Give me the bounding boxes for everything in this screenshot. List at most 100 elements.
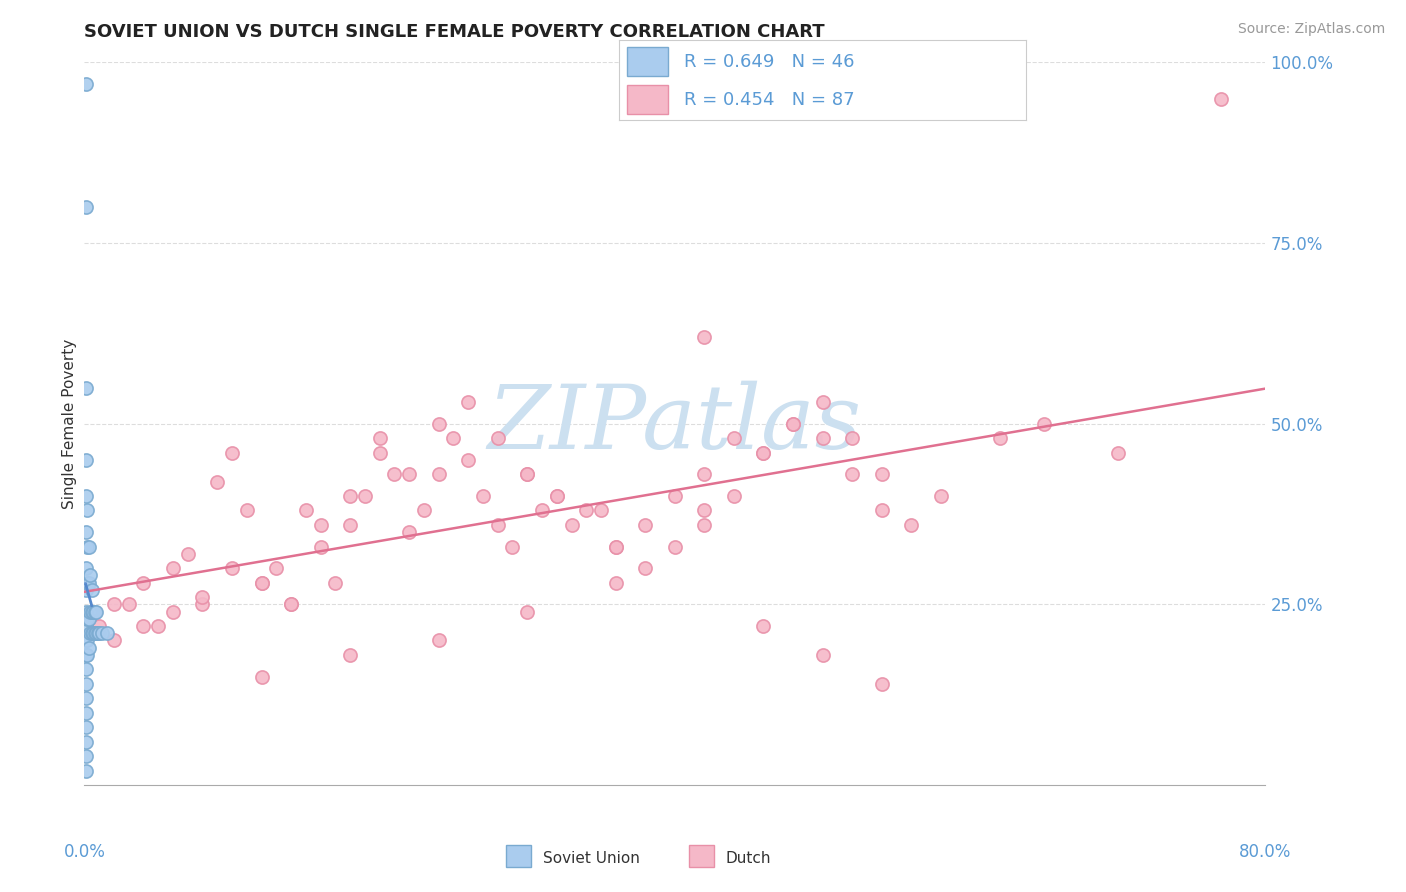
Y-axis label: Single Female Poverty: Single Female Poverty: [62, 339, 77, 508]
Point: [693, 330, 716, 344]
Point: [457, 452, 479, 467]
Point: [900, 517, 922, 532]
Point: [841, 467, 863, 482]
Point: [76, 503, 98, 517]
Point: [398, 467, 420, 482]
Point: [91, 626, 114, 640]
Text: Source: ZipAtlas.com: Source: ZipAtlas.com: [1237, 22, 1385, 37]
Point: [486, 517, 509, 532]
Bar: [627, 85, 668, 114]
Point: [870, 677, 893, 691]
Point: [118, 598, 141, 612]
Point: [605, 540, 627, 554]
Point: [83, 605, 105, 619]
Point: [76, 648, 98, 662]
Point: [752, 445, 775, 459]
Point: [75, 561, 97, 575]
Point: [77, 540, 100, 554]
Point: [325, 575, 347, 590]
Point: [83, 626, 105, 640]
Point: [221, 445, 243, 459]
Point: [86, 626, 108, 640]
Point: [103, 633, 125, 648]
Text: R = 0.649   N = 46: R = 0.649 N = 46: [683, 53, 855, 70]
Point: [76, 612, 98, 626]
Text: R = 0.454   N = 87: R = 0.454 N = 87: [683, 91, 855, 109]
Point: [368, 445, 391, 459]
Point: [870, 503, 893, 517]
Point: [368, 431, 391, 445]
Point: [75, 691, 97, 706]
Point: [427, 417, 450, 431]
Point: [75, 706, 97, 720]
Point: [75, 489, 97, 503]
Point: [76, 575, 98, 590]
Point: [723, 431, 745, 445]
Point: [207, 475, 229, 489]
Point: [132, 619, 155, 633]
Point: [77, 575, 100, 590]
Point: [87, 626, 111, 640]
Point: [87, 619, 111, 633]
Point: [427, 633, 450, 648]
Point: [132, 575, 155, 590]
Text: SOVIET UNION VS DUTCH SINGLE FEMALE POVERTY CORRELATION CHART: SOVIET UNION VS DUTCH SINGLE FEMALE POVE…: [84, 23, 825, 41]
Point: [354, 489, 377, 503]
Point: [811, 395, 834, 409]
Point: [77, 612, 100, 626]
Point: [75, 200, 97, 214]
Point: [1107, 445, 1129, 459]
Point: [295, 503, 318, 517]
Point: [693, 517, 716, 532]
Point: [75, 677, 97, 691]
Point: [80, 582, 103, 597]
Point: [75, 633, 97, 648]
Point: [75, 648, 97, 662]
Point: [457, 395, 479, 409]
Point: [75, 619, 97, 633]
Point: [693, 503, 716, 517]
Point: [443, 431, 465, 445]
Point: [811, 431, 834, 445]
Point: [811, 648, 834, 662]
Point: [80, 626, 103, 640]
Point: [634, 517, 657, 532]
Point: [929, 489, 952, 503]
Point: [339, 648, 361, 662]
Point: [472, 489, 495, 503]
Point: [84, 626, 107, 640]
Point: [501, 540, 523, 554]
Point: [339, 489, 361, 503]
Point: [723, 489, 745, 503]
Point: [1211, 92, 1233, 106]
Point: [546, 489, 568, 503]
Point: [752, 619, 775, 633]
Point: [250, 575, 273, 590]
Bar: [627, 47, 668, 77]
Point: [79, 568, 101, 582]
Point: [75, 380, 97, 394]
Point: [561, 517, 583, 532]
Point: [250, 669, 273, 683]
Point: [75, 524, 97, 539]
Point: [531, 503, 554, 517]
Point: [575, 503, 598, 517]
Point: [266, 561, 288, 575]
Point: [546, 489, 568, 503]
Point: [664, 540, 686, 554]
Point: [782, 417, 804, 431]
Point: [782, 417, 804, 431]
Point: [75, 605, 97, 619]
Point: [591, 503, 613, 517]
Point: [84, 605, 107, 619]
Point: [96, 626, 118, 640]
Point: [870, 467, 893, 482]
Point: [516, 467, 538, 482]
Point: [148, 619, 170, 633]
Point: [75, 662, 97, 676]
Point: [82, 605, 104, 619]
Point: [664, 489, 686, 503]
Point: [80, 605, 103, 619]
Point: [75, 582, 97, 597]
Point: [752, 445, 775, 459]
